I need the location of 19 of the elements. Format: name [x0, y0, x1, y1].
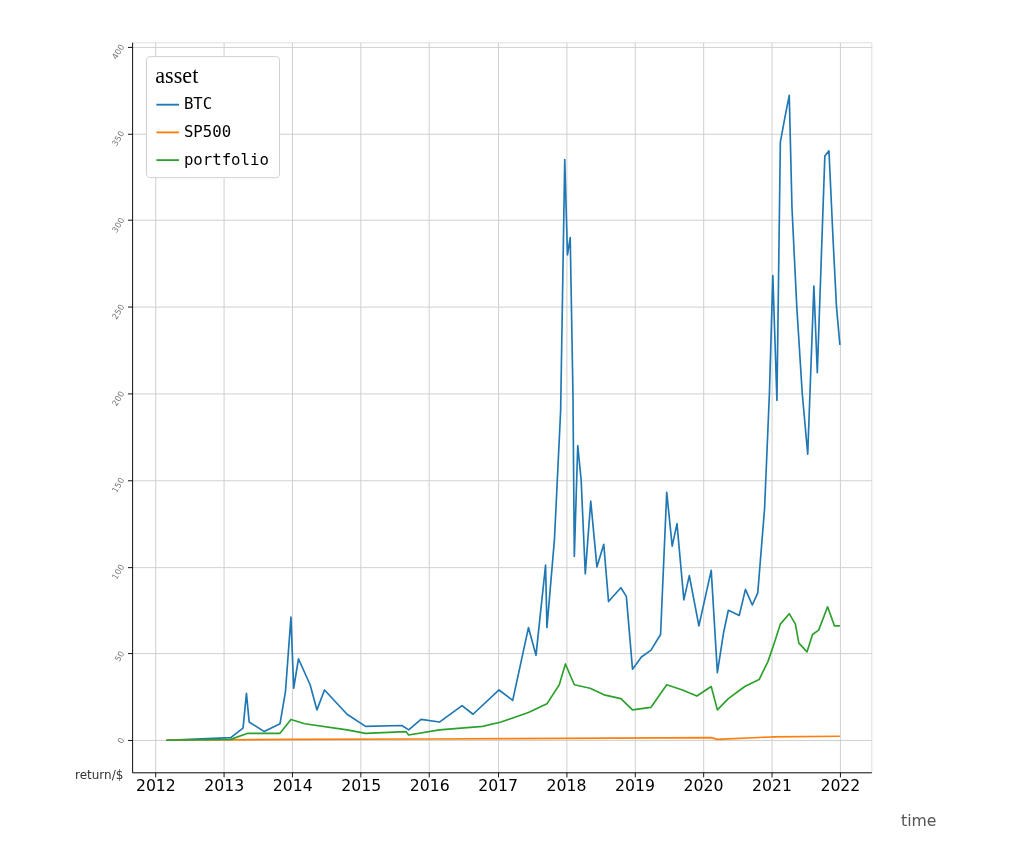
y-tick-label: 50 — [112, 649, 127, 664]
x-tick-label: 2016 — [409, 776, 450, 796]
x-tick-label: 2021 — [751, 776, 792, 796]
legend-label: portfolio — [183, 149, 269, 169]
x-tick-label: 2012 — [135, 776, 176, 796]
y-tick-label: 0 — [114, 735, 127, 746]
legend-label: SP500 — [183, 122, 232, 142]
x-tick-label: 2022 — [820, 776, 861, 796]
x-tick-label: 2019 — [615, 776, 655, 796]
x-tick-label: 2020 — [683, 776, 724, 796]
y-axis-title: return/$ — [74, 768, 124, 783]
x-tick-label: 2017 — [478, 776, 519, 796]
x-tick-label: 2013 — [204, 776, 245, 796]
x-tick-label: 2014 — [272, 776, 313, 796]
legend-label: BTC — [183, 94, 213, 114]
x-tick-label: 2018 — [546, 776, 587, 796]
x-tick-label: 2015 — [341, 776, 382, 796]
legend-title: asset — [155, 62, 200, 88]
x-axis-title: time — [901, 811, 937, 831]
